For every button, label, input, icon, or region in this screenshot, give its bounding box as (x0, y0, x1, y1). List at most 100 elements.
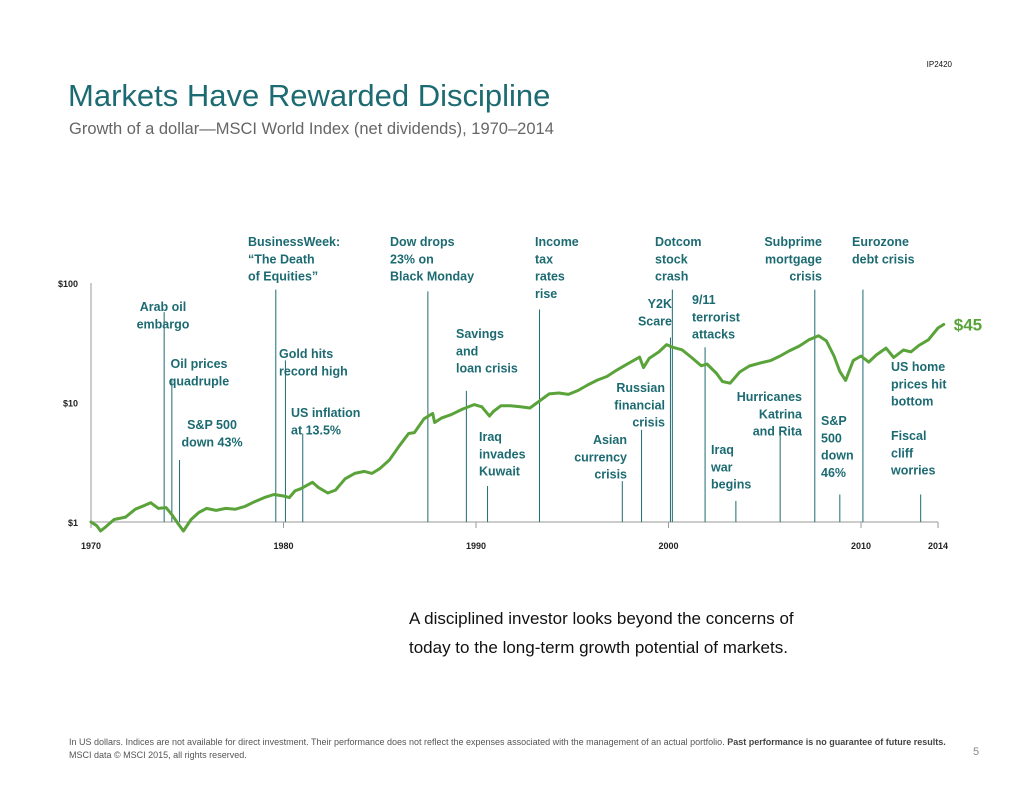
event-label-line: attacks (692, 328, 735, 342)
series-line (89, 322, 946, 533)
event-label: Iraq war begins (710, 443, 751, 492)
x-tick-label: 2000 (658, 541, 678, 551)
event-label: S&P 500 down 43% (181, 418, 242, 449)
document-code: IP2420 (926, 60, 952, 69)
event-label: Russian financial crisis (614, 381, 665, 430)
event-label-line: Subprime (764, 235, 822, 249)
event-label-line: prices hit (891, 377, 947, 391)
event-label: Y2K Scare (638, 297, 672, 328)
event-label-line: quadruple (169, 374, 229, 388)
event-label-line: record high (279, 364, 348, 378)
x-tick-label: 1990 (466, 541, 486, 551)
event-label-line: loan crisis (456, 362, 518, 376)
event-label: Oil prices quadruple (169, 357, 229, 388)
event-markers (163, 289, 922, 522)
x-tick-label: 1970 (81, 541, 101, 551)
event-label: Asian currency crisis (574, 433, 627, 482)
event-label-line: stock (655, 252, 688, 266)
event-label-line: S&P (821, 414, 847, 428)
event-label-line: Hurricanes (737, 390, 802, 404)
event-label-line: at 13.5% (291, 423, 341, 437)
event-label-line: war (710, 460, 733, 474)
event-label-line: “The Death (248, 252, 315, 266)
footnote: In US dollars. Indices are not available… (69, 736, 949, 762)
event-label-line: crisis (789, 270, 822, 284)
event-label-line: 500 (821, 431, 842, 445)
event-label-line: 23% on (390, 252, 434, 266)
event-label-line: terrorist (692, 310, 741, 324)
event-label-line: Savings (456, 327, 504, 341)
footnote-disclaimer: In US dollars. Indices are not available… (69, 737, 725, 747)
event-label-line: debt crisis (852, 252, 915, 266)
event-label: Gold hits record high (279, 347, 348, 378)
event-label-line: Kuwait (479, 465, 521, 479)
event-label: Eurozone debt crisis (852, 235, 915, 266)
event-label-line: worries (890, 464, 936, 478)
event-label: Fiscal cliff worries (890, 429, 936, 478)
event-label-line: Black Monday (390, 270, 474, 284)
event-label-line: down (821, 449, 854, 463)
event-label-line: begins (711, 478, 751, 492)
event-label-line: S&P 500 (187, 418, 237, 432)
footnote-bold: Past performance is no guarantee of futu… (727, 737, 946, 747)
event-label-line: and Rita (753, 425, 803, 439)
event-label-line: Scare (638, 314, 672, 328)
event-label-line: Dow drops (390, 235, 455, 249)
event-label-line: Oil prices (171, 357, 228, 371)
event-label: Iraq invades Kuwait (479, 430, 526, 479)
y-tick-label: $1 (68, 518, 78, 528)
end-value-label: $45 (954, 315, 982, 334)
event-label-line: financial (614, 398, 665, 412)
event-label: Income tax rates rise (535, 235, 579, 301)
event-label: BusinessWeek: “The Death of Equities” (248, 235, 340, 284)
event-label-line: bottom (891, 395, 933, 409)
event-label-line: cliff (891, 446, 914, 460)
event-label-line: BusinessWeek: (248, 235, 340, 249)
event-label-line: Iraq (711, 443, 734, 457)
event-label: Hurricanes Katrina and Rita (737, 390, 803, 439)
event-label: Subprime mortgage crisis (764, 235, 822, 284)
x-tick-label: 2014 (928, 541, 948, 551)
event-label-line: Iraq (479, 430, 502, 444)
event-label: Dotcom stock crash (655, 235, 702, 284)
event-label-line: Katrina (759, 407, 803, 421)
event-label-line: invades (479, 447, 526, 461)
event-label-line: currency (574, 450, 627, 464)
event-label: Savings and loan crisis (456, 327, 518, 376)
event-labels: Arab oil embargo Oil prices quadruple S&P 50… (137, 235, 948, 492)
y-tick-label: $10 (63, 399, 78, 409)
event-label: Dow drops 23% on Black Monday (390, 235, 474, 284)
y-tick-label: $100 (58, 279, 78, 289)
event-label-line: and (456, 344, 478, 358)
x-tick-label: 2010 (851, 541, 871, 551)
event-label-line: rates (535, 270, 565, 284)
page-title: Markets Have Rewarded Discipline (68, 78, 551, 113)
event-label-line: Arab oil (140, 300, 187, 314)
event-label-line: Fiscal (891, 429, 926, 443)
event-label-line: embargo (137, 317, 190, 331)
event-label-line: crisis (594, 468, 627, 482)
event-label-line: rise (535, 287, 557, 301)
event-label-line: Russian (616, 381, 665, 395)
event-label-line: Dotcom (655, 235, 702, 249)
event-label-line: of Equities” (248, 270, 318, 284)
event-label: US home prices hit bottom (891, 360, 947, 409)
event-label: US inflation at 13.5% (291, 406, 360, 437)
event-label-line: Gold hits (279, 347, 333, 361)
event-label-line: down 43% (181, 435, 242, 449)
event-label-line: Asian (593, 433, 627, 447)
event-label-line: US home (891, 360, 945, 374)
event-label-line: US inflation (291, 406, 360, 420)
event-label-line: crisis (632, 416, 665, 430)
key-message: A disciplined investor looks beyond the … (409, 609, 794, 657)
page-number: 5 (973, 746, 980, 758)
event-label-line: tax (535, 252, 553, 266)
chart-axes: 1970 1980 1990 2000 2010 2014 $1 $10 $100 (58, 279, 948, 551)
event-label: 9/11 terrorist attacks (692, 293, 741, 342)
series-layer: $45 (89, 315, 982, 533)
event-label-line: Income (535, 235, 579, 249)
event-label-line: Y2K (648, 297, 672, 311)
event-label-line: Eurozone (852, 235, 909, 249)
x-tick-label: 1980 (273, 541, 293, 551)
event-label-line: crash (655, 270, 688, 284)
